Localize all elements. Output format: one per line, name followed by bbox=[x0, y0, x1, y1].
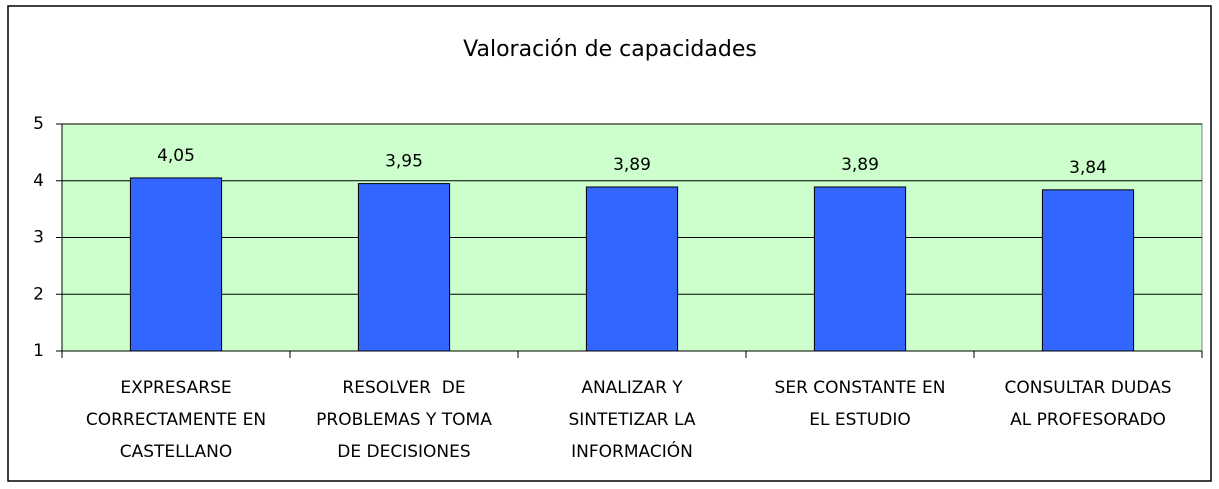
y-tick-label: 2 bbox=[33, 284, 44, 304]
x-tick-label: SER CONSTANTE EN bbox=[775, 378, 946, 398]
x-tick-label: ANALIZAR Y bbox=[581, 378, 683, 398]
bar bbox=[813, 186, 907, 352]
x-tick-label: SINTETIZAR LA bbox=[568, 410, 695, 430]
data-label: 3,89 bbox=[613, 155, 651, 175]
y-tick-label: 5 bbox=[33, 114, 44, 134]
x-tick-label: INFORMACIÓN bbox=[571, 440, 693, 462]
x-tick-label: EXPRESARSE bbox=[120, 378, 231, 398]
data-label: 3,89 bbox=[841, 155, 879, 175]
chart-title: Valoración de capacidades bbox=[463, 37, 757, 62]
x-tick-label: EL ESTUDIO bbox=[809, 410, 910, 430]
data-label: 4,05 bbox=[157, 146, 195, 166]
y-tick-label: 4 bbox=[33, 171, 44, 191]
x-tick-label: CONSULTAR DUDAS bbox=[1005, 378, 1172, 398]
bar bbox=[129, 177, 223, 352]
bar bbox=[1041, 189, 1135, 352]
x-tick-label: CASTELLANO bbox=[120, 442, 232, 462]
y-tick-label: 1 bbox=[33, 341, 44, 361]
bar bbox=[585, 186, 679, 352]
x-tick-label: PROBLEMAS Y TOMA bbox=[316, 410, 492, 430]
x-tick-label: RESOLVER DE bbox=[342, 378, 465, 398]
y-tick-label: 3 bbox=[33, 228, 44, 248]
x-tick-label: DE DECISIONES bbox=[337, 442, 470, 462]
bar bbox=[357, 183, 451, 352]
x-tick-label: CORRECTAMENTE EN bbox=[86, 410, 266, 430]
data-label: 3,84 bbox=[1069, 158, 1107, 178]
data-label: 3,95 bbox=[385, 152, 423, 172]
x-tick-label: AL PROFESORADO bbox=[1010, 410, 1166, 430]
